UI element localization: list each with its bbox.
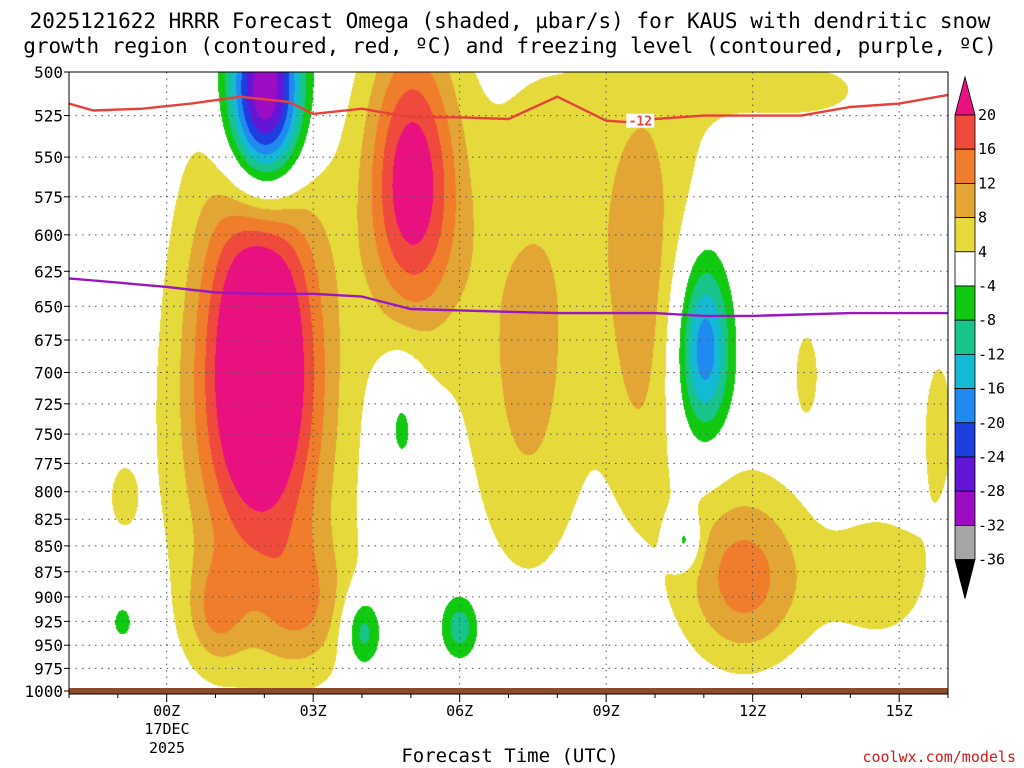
- colorbar-swatch-2: [954, 148, 976, 184]
- y-tick-label-750: 750: [34, 425, 63, 444]
- colorbar-swatch-6: [954, 285, 976, 321]
- y-tick-label-675: 675: [34, 331, 63, 350]
- y-tick-label-600: 600: [34, 226, 63, 245]
- y-axis: 500 525 550 575 600 625 650 675 700 725 750 775 800 8…: [24, 63, 69, 701]
- colorbar-swatch-9: [954, 388, 976, 424]
- x-axis-label: Forecast Time (UTC): [401, 745, 618, 767]
- colorbar-tick-12: 12: [978, 174, 996, 192]
- y-tick-label-1000: 1000: [24, 682, 63, 701]
- x-tick-label-09Z: 09Z: [593, 702, 620, 720]
- plot-area: -12: [68, 71, 949, 695]
- y-tick-label-900: 900: [34, 588, 63, 607]
- colorbar-tick--28: -28: [978, 482, 1005, 500]
- y-tick-label-800: 800: [34, 483, 63, 502]
- y-tick-label-650: 650: [34, 297, 63, 316]
- colorbar-tick--12: -12: [978, 345, 1005, 363]
- colorbar-tick--16: -16: [978, 380, 1005, 398]
- y-tick-label-725: 725: [34, 395, 63, 414]
- x-tick-label-03Z: 03Z: [300, 702, 327, 720]
- y-tick-label-500: 500: [34, 63, 63, 82]
- x-tick-label-12Z: 12Z: [739, 702, 766, 720]
- x-date-line1: 17DEC: [144, 720, 189, 738]
- x-date-line2: 2025: [149, 739, 185, 757]
- colorbar-swatch-3: [954, 182, 976, 218]
- y-tick-label-950: 950: [34, 636, 63, 655]
- y-tick-label-850: 850: [34, 537, 63, 556]
- y-tick-label-525: 525: [34, 107, 63, 126]
- colorbar-swatch-10: [954, 422, 976, 458]
- colorbar-tick--8: -8: [978, 311, 996, 329]
- colorbar-swatch-13: [954, 525, 976, 561]
- colorbar-swatch-bottom: [954, 559, 976, 599]
- colorbar-tick--20: -20: [978, 414, 1005, 432]
- x-axis: 00Z 03Z 06Z 09Z 12Z 15Z: [68, 694, 949, 720]
- y-tick-label-550: 550: [34, 148, 63, 167]
- y-tick-label-775: 775: [34, 454, 63, 473]
- colorbar-tick-4: 4: [978, 243, 987, 261]
- colorbar-tick-16: 16: [978, 140, 996, 158]
- y-tick-label-925: 925: [34, 612, 63, 631]
- dendritic-label-bg: [626, 113, 655, 128]
- dendritic-line: [68, 93, 949, 124]
- colorbar-swatch-top: [954, 75, 976, 116]
- colorbar-tick--32: -32: [978, 516, 1005, 534]
- y-tick-label-625: 625: [34, 262, 63, 281]
- freezing-line: [68, 277, 948, 318]
- y-tick-label-825: 825: [34, 510, 63, 529]
- colorbar-swatch-1: [954, 114, 976, 150]
- y-tick-label-575: 575: [34, 188, 63, 207]
- colorbar-tick--4: -4: [978, 277, 996, 295]
- x-tick-label-15Z: 15Z: [886, 702, 913, 720]
- x-tick-label-06Z: 06Z: [446, 702, 473, 720]
- credit-text: coolwx.com/models: [862, 748, 1016, 766]
- colorbar-tick--36: -36: [978, 551, 1005, 569]
- colorbar-swatch-12: [954, 490, 976, 526]
- colorbar-swatch-4: [954, 217, 976, 253]
- dendritic-label: -12: [629, 115, 652, 130]
- colorbar-swatch-8: [954, 353, 976, 389]
- colorbar-swatch-5: [954, 251, 976, 287]
- x-tick-label-00Z: 00Z: [153, 702, 180, 720]
- chart-title-line2: growth region (contoured, red, ºC) and f…: [23, 34, 997, 58]
- colorbar-tick-8: 8: [978, 209, 987, 227]
- surface-strip: [69, 688, 948, 694]
- omega-shading: [69, 72, 948, 691]
- y-tick-label-975: 975: [34, 659, 63, 678]
- chart-title-line1: 2025121622 HRRR Forecast Omega (shaded, …: [30, 9, 991, 33]
- colorbar: 20 16 12 8 4 -4 -8 -12 -16 -20 -24 -28 -32 -36: [954, 75, 1005, 599]
- y-tick-label-875: 875: [34, 563, 63, 582]
- colorbar-swatch-7: [954, 319, 976, 355]
- y-tick-label-700: 700: [34, 363, 63, 382]
- colorbar-swatch-11: [954, 456, 976, 492]
- colorbar-tick--24: -24: [978, 448, 1005, 466]
- colorbar-tick-20: 20: [978, 106, 996, 124]
